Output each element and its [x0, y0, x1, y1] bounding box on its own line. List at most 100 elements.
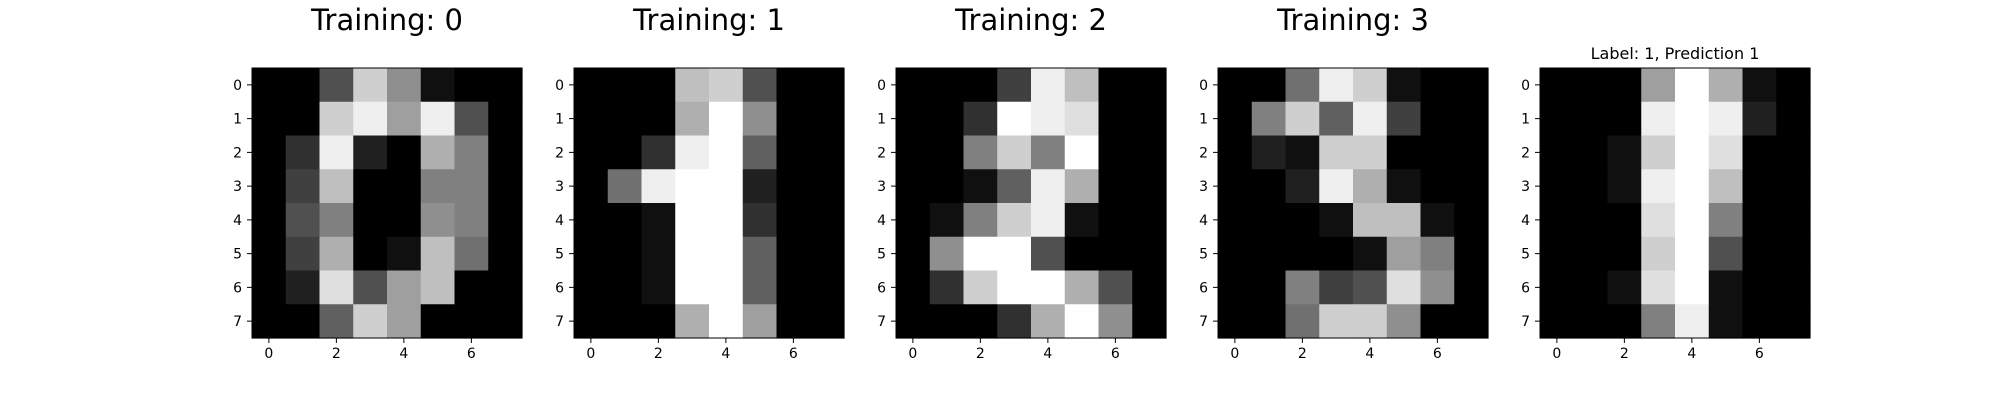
pixel-cell — [607, 169, 643, 204]
pixel-cell — [574, 270, 609, 305]
pixel-cell — [1708, 68, 1744, 103]
y-tick-label: 6 — [1521, 280, 1530, 296]
pixel-cell — [1742, 68, 1777, 103]
pixel-cell — [1641, 101, 1676, 137]
pixel-cell — [607, 203, 643, 238]
pixel-cell — [1742, 101, 1777, 137]
y-tick-label: 3 — [1199, 179, 1208, 195]
pixel-cell — [896, 135, 931, 170]
pixel-cell — [319, 169, 354, 204]
pixel-cell — [810, 68, 845, 103]
pixel-cell — [488, 236, 523, 272]
x-tick-label: 4 — [1043, 346, 1052, 362]
x-tick-label: 4 — [399, 346, 408, 362]
pixel-cell — [454, 270, 489, 305]
pixel-cell — [1776, 68, 1811, 103]
x-tick-label: 2 — [976, 346, 985, 362]
y-tick-label: 0 — [1521, 78, 1530, 94]
pixel-cell — [1386, 203, 1422, 238]
pixel-cell — [675, 169, 710, 204]
pixel-cell — [1420, 135, 1455, 170]
pixel-cell — [420, 236, 456, 272]
pixel-cell — [675, 101, 710, 137]
pixel-cell — [252, 68, 287, 103]
pixel-cell — [1098, 169, 1133, 204]
y-tick-label: 5 — [555, 247, 564, 263]
pixel-cell — [387, 101, 422, 137]
pixel-cell — [641, 203, 676, 238]
pixel-cell — [1285, 236, 1320, 272]
pixel-cell — [1132, 304, 1167, 339]
pixel-cell — [1742, 169, 1777, 204]
pixel-cell — [709, 270, 744, 305]
digit-panel: Training: 2 0 2 4 6 0 1 2 3 4 5 6 7 — [877, 3, 1167, 362]
pixel-cell — [929, 270, 965, 305]
y-tick-label: 4 — [555, 213, 564, 229]
pixel-cell — [1132, 169, 1167, 204]
pixel-cell — [387, 68, 422, 103]
y-tick-label: 7 — [877, 314, 886, 330]
pixel-cell — [285, 101, 321, 137]
pixel-cell — [929, 203, 965, 238]
pixel-cell — [1420, 304, 1455, 339]
pixel-cell — [1218, 270, 1253, 305]
pixel-cell — [1132, 135, 1167, 170]
pixel-cell — [1353, 236, 1388, 272]
x-tick-label: 6 — [789, 346, 798, 362]
pixel-cell — [929, 236, 965, 272]
pixel-cell — [709, 68, 744, 103]
axes-frame — [251, 67, 523, 339]
pixel-cell — [1031, 236, 1066, 272]
pixel-cell — [353, 203, 388, 238]
pixel-cell — [1776, 101, 1811, 137]
pixel-cell — [709, 169, 744, 204]
pixel-cell — [675, 203, 710, 238]
pixel-cell — [1573, 101, 1609, 137]
pixel-cell — [1386, 270, 1422, 305]
y-tick-label: 7 — [1199, 314, 1208, 330]
pixel-cell — [929, 135, 965, 170]
pixel-cell — [963, 270, 998, 305]
pixel-cell — [1454, 169, 1489, 204]
y-tick-label: 5 — [1199, 247, 1208, 263]
pixel-cell — [742, 270, 778, 305]
y-tick-label: 3 — [1521, 179, 1530, 195]
pixel-cell — [675, 68, 710, 103]
pixel-cell — [454, 101, 489, 137]
pixel-cell — [353, 135, 388, 170]
x-tick-label: 0 — [264, 346, 273, 362]
pixel-cell — [963, 304, 998, 339]
pixel-cell — [896, 203, 931, 238]
pixel-cell — [353, 68, 388, 103]
axes-frame — [573, 67, 845, 339]
pixel-cell — [1064, 101, 1100, 137]
x-tick-label: 2 — [332, 346, 341, 362]
pixel-cell — [997, 304, 1032, 339]
panels: Training: 0 0 2 4 6 0 1 2 3 4 5 6 7 Training: 1 0 2 4 6 0 1… — [233, 3, 1811, 362]
pixel-cell — [1251, 101, 1287, 137]
y-tick-label: 0 — [877, 78, 886, 94]
pixel-cell — [1675, 203, 1710, 238]
pixel-cell — [285, 135, 321, 170]
pixel-cell — [1540, 169, 1575, 204]
pixel-cell — [1641, 68, 1676, 103]
pixel-cell — [1098, 135, 1133, 170]
pixel-cell — [1031, 169, 1066, 204]
pixel-cell — [742, 135, 778, 170]
pixel-cell — [488, 169, 523, 204]
pixel-cell — [776, 169, 811, 204]
pixel-cell — [387, 169, 422, 204]
pixel-cell — [1708, 236, 1744, 272]
pixel-cell — [1742, 304, 1777, 339]
pixel-cell — [1218, 101, 1253, 137]
pixel-cell — [353, 101, 388, 137]
y-tick-label: 2 — [1199, 145, 1208, 161]
y-tick-label: 2 — [555, 145, 564, 161]
pixel-cell — [1607, 203, 1642, 238]
pixel-cell — [1319, 169, 1354, 204]
pixel-cell — [1319, 236, 1354, 272]
y-tick-label: 7 — [233, 314, 242, 330]
pixel-cell — [1607, 304, 1642, 339]
pixel-cell — [488, 203, 523, 238]
y-tick-label: 6 — [233, 280, 242, 296]
